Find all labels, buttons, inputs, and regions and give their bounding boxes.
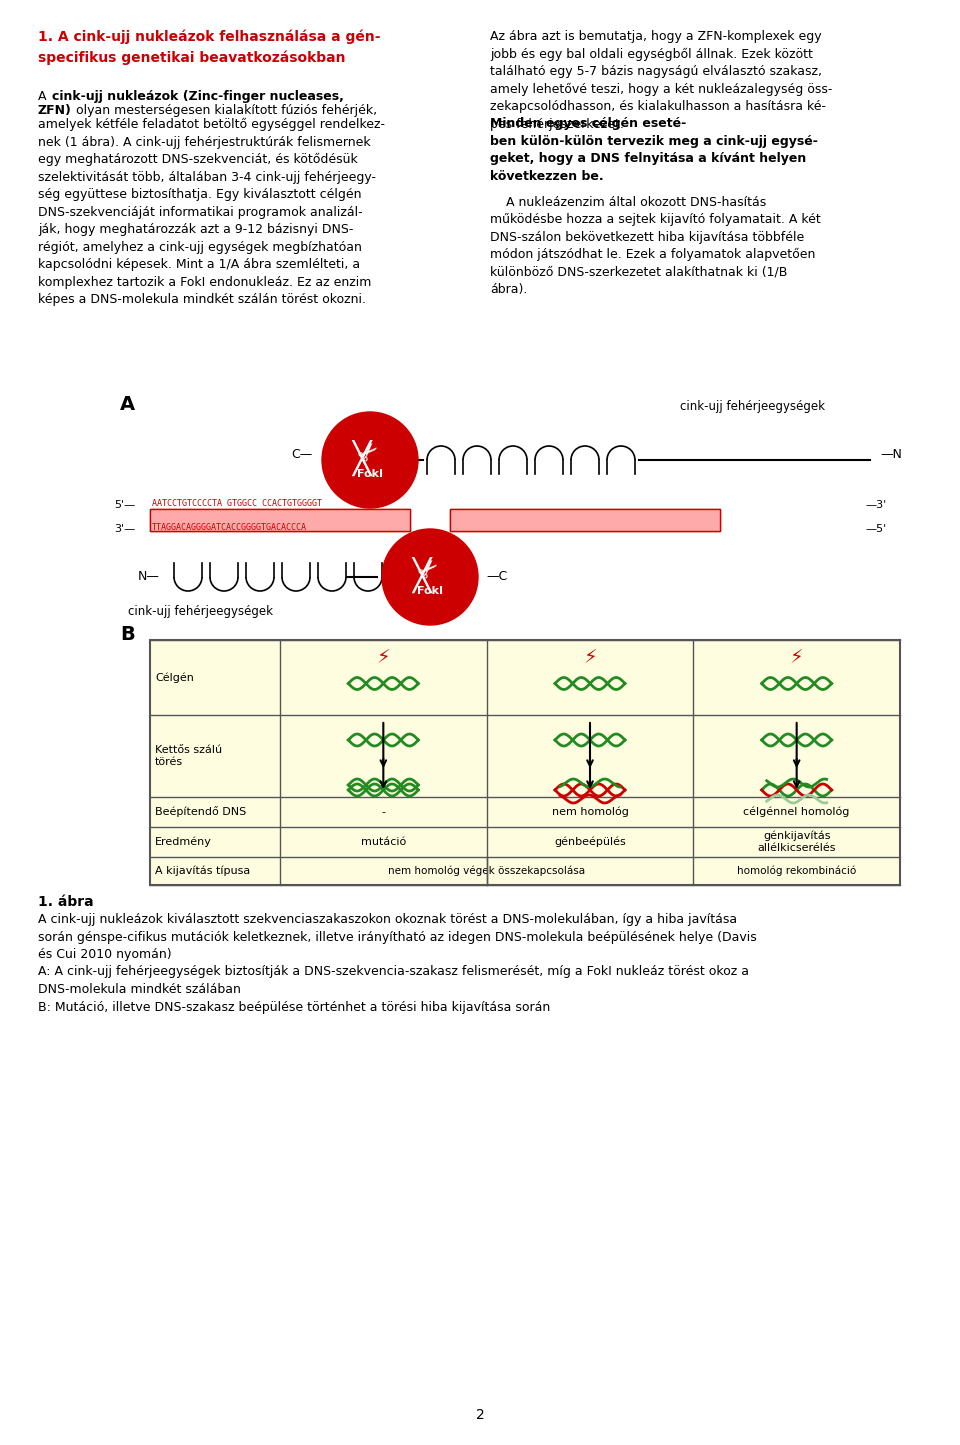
- Text: A cink-ujj nukleázok kiválasztott szekvenciaszakaszokon okoznak törést a DNS-mol: A cink-ujj nukleázok kiválasztott szekve…: [38, 913, 756, 1013]
- Circle shape: [322, 412, 418, 509]
- Text: —C: —C: [486, 571, 507, 584]
- Text: olyan mesterségesen kialakított fúziós fehérjék,: olyan mesterségesen kialakított fúziós f…: [72, 104, 377, 117]
- FancyBboxPatch shape: [150, 509, 410, 530]
- FancyBboxPatch shape: [150, 509, 410, 530]
- Text: Minden egyes célgén eseté-
ben külön-külön tervezik meg a cink-ujj egysé-
geket,: Minden egyes célgén eseté- ben külön-kül…: [490, 117, 818, 182]
- Text: génkijavítás
allélkicserélés: génkijavítás allélkicserélés: [757, 831, 836, 854]
- Text: Eredmény: Eredmény: [155, 837, 212, 847]
- Text: 1. ábra: 1. ábra: [38, 894, 94, 909]
- Text: Az ábra azt is bemutatja, hogy a ZFN-komplexek egy
jobb és egy bal oldali egység: Az ábra azt is bemutatja, hogy a ZFN-kom…: [490, 30, 832, 131]
- Text: B: B: [120, 626, 134, 644]
- Text: homológ rekombináció: homológ rekombináció: [737, 866, 856, 876]
- Text: —5': —5': [865, 525, 886, 535]
- Text: 1. A cink-ujj nukleázok felhasználása a gén-
specifikus genetikai beavatkozásokb: 1. A cink-ujj nukleázok felhasználása a …: [38, 30, 380, 65]
- Text: A: A: [120, 394, 135, 415]
- Text: —3': —3': [865, 500, 886, 510]
- Text: amelyek kétféle feladatot betöltő egységgel rendelkez-
nek (1 ábra). A cink-ujj : amelyek kétféle feladatot betöltő egység…: [38, 118, 385, 306]
- Circle shape: [382, 529, 478, 626]
- Text: 2: 2: [475, 1407, 485, 1422]
- FancyBboxPatch shape: [150, 640, 900, 884]
- Text: A kijavítás típusa: A kijavítás típusa: [155, 866, 251, 876]
- Text: -: -: [381, 806, 385, 816]
- Text: cink-ujj nukleázok (Zinc-finger nucleases,: cink-ujj nukleázok (Zinc-finger nuclease…: [52, 90, 344, 103]
- Text: C—: C—: [291, 448, 312, 461]
- FancyBboxPatch shape: [450, 509, 720, 530]
- Text: A nukleázenzim által okozott DNS-hasítás
működésbe hozza a sejtek kijavító folya: A nukleázenzim által okozott DNS-hasítás…: [490, 178, 821, 296]
- Text: ZFN): ZFN): [38, 104, 72, 117]
- Text: cink-ujj fehérjeegységek: cink-ujj fehérjeegységek: [680, 400, 825, 413]
- Text: ╳: ╳: [353, 439, 372, 475]
- FancyBboxPatch shape: [450, 509, 720, 530]
- Text: A: A: [38, 90, 51, 103]
- Text: FokI: FokI: [417, 587, 443, 595]
- Text: 5'—: 5'—: [113, 500, 135, 510]
- Text: ⚡: ⚡: [376, 647, 390, 668]
- Text: Beépítendő DNS: Beépítendő DNS: [155, 806, 247, 818]
- Text: FokI: FokI: [357, 470, 383, 478]
- Text: N—: N—: [138, 571, 160, 584]
- Text: TTAGGACAGGGGATCACCGGGGTGACACCCA: TTAGGACAGGGGATCACCGGGGTGACACCCA: [152, 523, 307, 532]
- Text: génbeépülés: génbeépülés: [554, 837, 626, 847]
- Text: 3'—: 3'—: [113, 525, 135, 535]
- Text: Kettős szálú
törés: Kettős szálú törés: [155, 744, 222, 767]
- Text: nem homológ: nem homológ: [552, 806, 629, 818]
- Text: —N: —N: [880, 448, 901, 461]
- Text: ✂: ✂: [414, 553, 445, 585]
- Text: cink-ujj fehérjeegységek: cink-ujj fehérjeegységek: [128, 605, 273, 618]
- Text: AATCCTGTCCCCTA GTGGCC CCACTGTGGGGT: AATCCTGTCCCCTA GTGGCC CCACTGTGGGGT: [152, 499, 322, 507]
- Text: ⚡: ⚡: [583, 647, 597, 668]
- Text: ✂: ✂: [354, 436, 386, 468]
- Text: Célgén: Célgén: [155, 672, 194, 682]
- Text: ⚡: ⚡: [790, 647, 804, 668]
- Text: nem homológ végek összekapcsolása: nem homológ végek összekapcsolása: [388, 866, 586, 876]
- Text: mutáció: mutáció: [361, 837, 406, 847]
- Text: célgénnel homológ: célgénnel homológ: [743, 806, 850, 818]
- Text: ╳: ╳: [413, 556, 431, 592]
